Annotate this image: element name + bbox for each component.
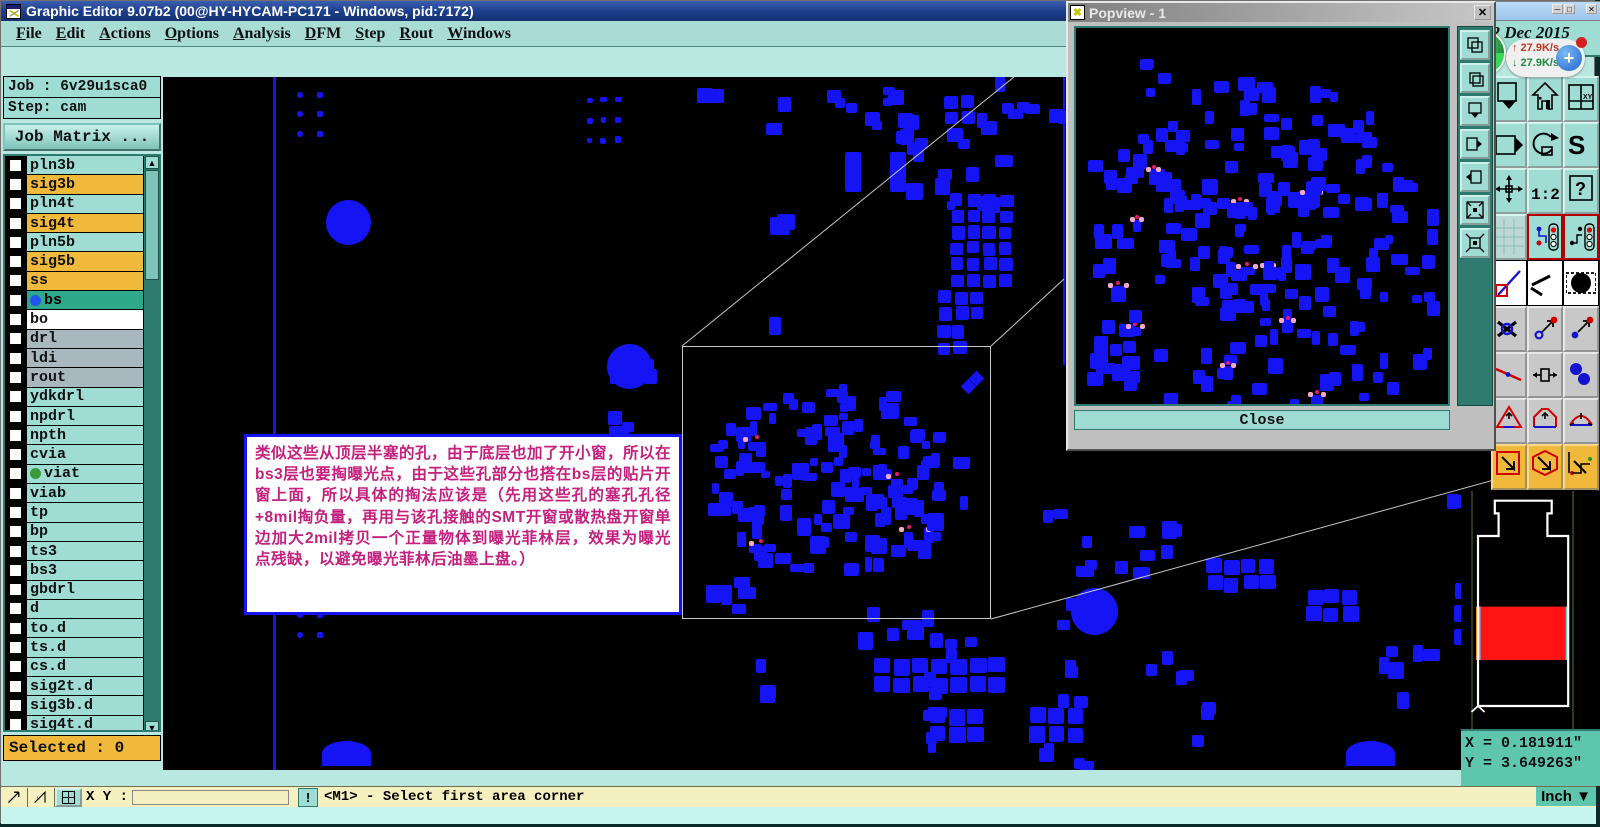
svg-text:?: ? xyxy=(1575,179,1586,199)
svg-text:L: L xyxy=(37,795,40,801)
svg-text:1:2: 1:2 xyxy=(1531,186,1560,204)
svg-text:XY: XY xyxy=(1583,94,1593,101)
svg-text:S: S xyxy=(1568,130,1585,160)
